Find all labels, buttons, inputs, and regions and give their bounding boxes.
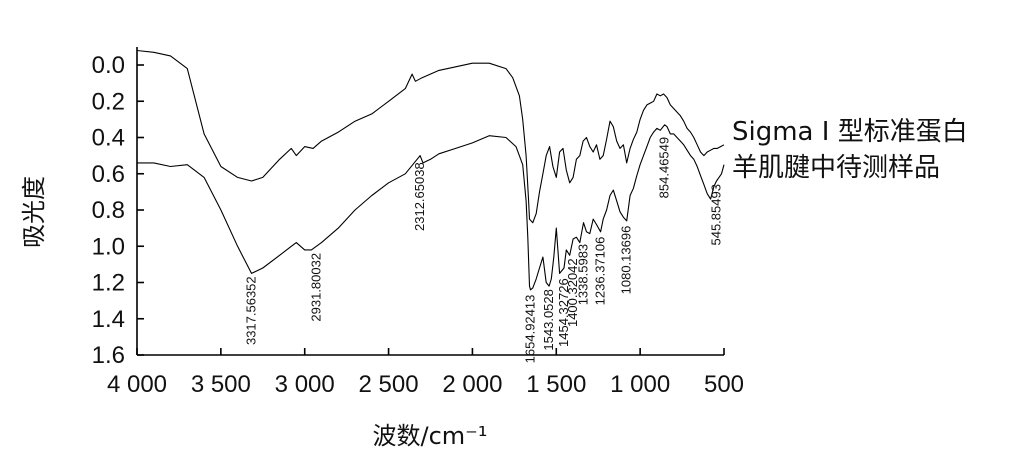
x-tick-label: 3 000 <box>275 371 335 398</box>
y-tick-label: 0.0 <box>92 52 125 79</box>
series-label-standard: Sigma Ⅰ 型标准蛋白 <box>732 117 968 147</box>
y-tick-label: 0.8 <box>92 197 125 224</box>
x-tick-label: 3 500 <box>191 371 251 398</box>
series-group <box>136 49 725 291</box>
series-line-standard <box>136 49 725 224</box>
peak-label: 3317.56352 <box>244 276 259 345</box>
peak-label: 1338.5983 <box>576 244 591 305</box>
x-tick-label: 500 <box>704 371 744 398</box>
x-tick-label: 1 500 <box>526 371 586 398</box>
y-ticks: 0.0 0.2 0.4 0.6 0.8 1.0 1.2 1.4 1.6 <box>92 52 144 369</box>
y-tick-label: 0.4 <box>92 125 125 152</box>
x-tick-label: 2 500 <box>359 371 419 398</box>
peak-label: 545.85493 <box>709 184 724 245</box>
peak-label: 1080.13696 <box>619 226 634 295</box>
y-tick-label: 1.6 <box>92 342 125 369</box>
x-axis-title: 波数/cm⁻¹ <box>373 422 488 450</box>
peak-label: 1400.32042 <box>565 258 580 327</box>
x-tick-label: 2 000 <box>442 371 502 398</box>
peak-label: 854.46549 <box>657 137 672 198</box>
x-ticks: 4 000 3 500 3 000 2 500 2 000 1 500 1 000 500 <box>107 348 744 398</box>
y-tick-label: 1.2 <box>92 270 125 297</box>
x-tick-label: 1 000 <box>610 371 670 398</box>
series-label-sample: 羊肌腱中待测样品 <box>732 153 940 183</box>
y-tick-label: 0.6 <box>92 161 125 188</box>
y-tick-label: 0.2 <box>92 88 125 115</box>
peak-label: 1654.92413 <box>522 295 537 364</box>
y-tick-label: 1.4 <box>92 306 125 333</box>
peak-label: 2312.65038 <box>412 162 427 231</box>
y-tick-label: 1.0 <box>92 233 125 260</box>
peak-label: 1236.37106 <box>593 237 608 306</box>
axes <box>136 47 724 356</box>
series-line-sample <box>137 124 725 291</box>
peak-label: 1543.0528 <box>541 289 556 350</box>
y-axis-title: 吸光度 <box>20 176 48 248</box>
peak-labels: 3317.56352 2931.80032 2312.65038 1654.92413… <box>244 137 724 363</box>
peak-label: 1454.32726 <box>556 278 571 347</box>
peak-label: 2931.80032 <box>308 253 323 322</box>
x-tick-label: 4 000 <box>107 371 167 398</box>
